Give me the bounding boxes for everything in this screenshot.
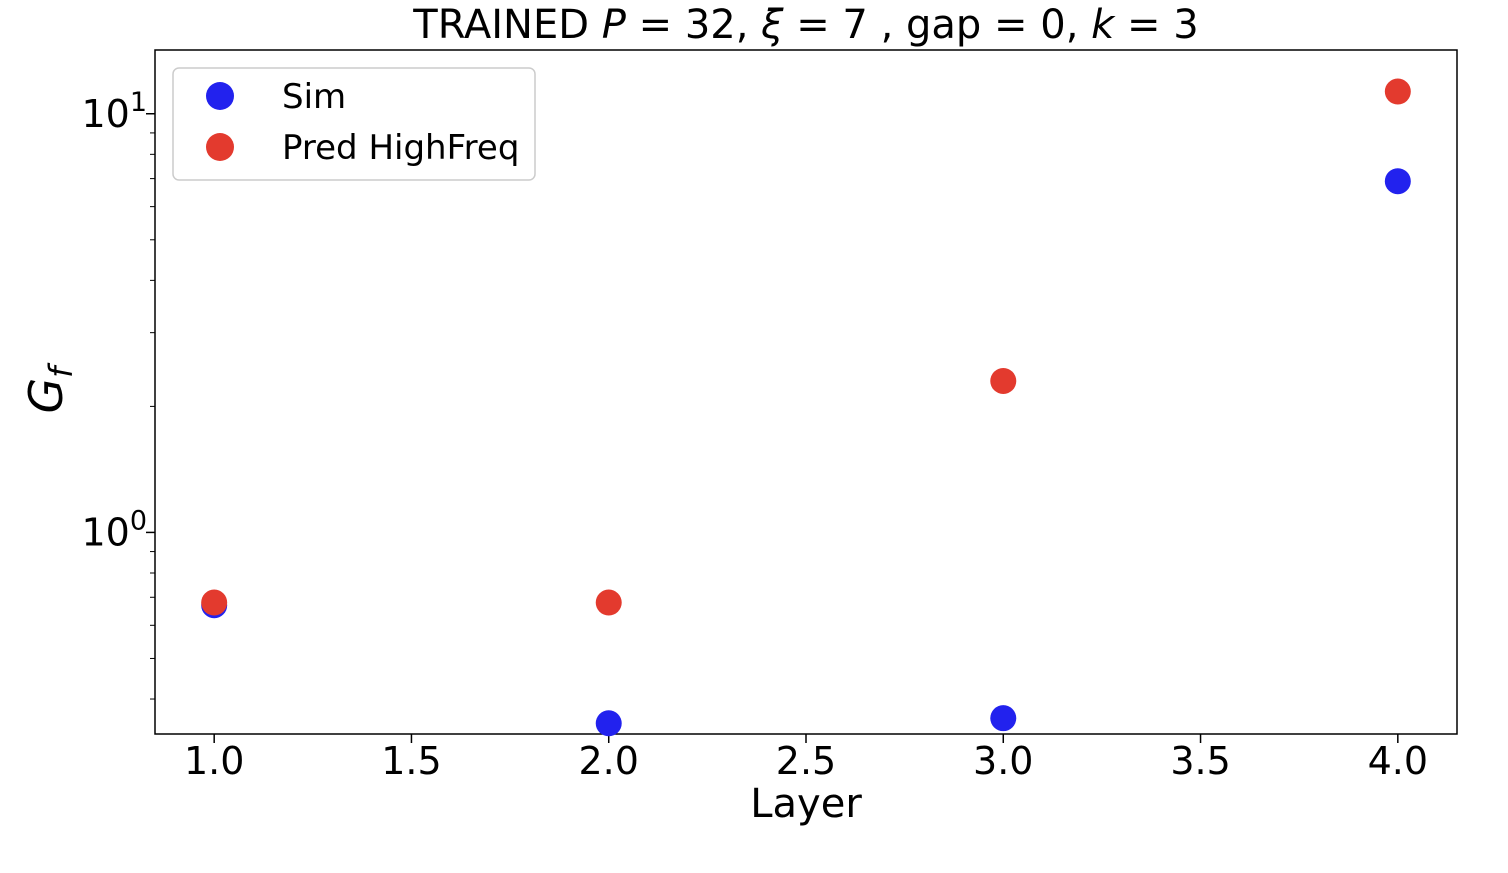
legend-marker-sim — [206, 82, 234, 110]
x-tick-label: 3.0 — [973, 739, 1033, 783]
data-point-pred-highfreq — [201, 589, 228, 616]
legend: Sim Pred HighFreq — [172, 67, 536, 181]
legend-box — [172, 67, 536, 181]
data-point-sim — [1384, 168, 1411, 195]
chart-title: TRAINED P = 32, ξ = 7 , gap = 0, k = 3 — [412, 2, 1198, 48]
data-points — [201, 78, 1411, 737]
x-axis-label: Layer — [750, 781, 862, 827]
data-point-sim — [990, 705, 1017, 732]
data-point-pred-highfreq — [1384, 78, 1411, 105]
x-tick-label: 4.0 — [1368, 739, 1428, 783]
x-tick-label: 1.5 — [381, 739, 441, 783]
y-axis: 100 101 — [81, 87, 155, 700]
x-tick-label: 2.5 — [776, 739, 836, 783]
legend-label-sim: Sim — [282, 77, 346, 117]
y-axis-label: Gf — [19, 362, 80, 414]
y-tick-label: 100 — [81, 505, 147, 554]
x-tick-label: 3.5 — [1170, 739, 1230, 783]
data-point-pred-highfreq — [595, 589, 622, 616]
legend-marker-pred-highfreq — [206, 133, 234, 161]
x-tick-label: 2.0 — [579, 739, 639, 783]
legend-label-pred-highfreq: Pred HighFreq — [282, 128, 519, 168]
data-point-pred-highfreq — [990, 367, 1017, 394]
y-tick-label: 101 — [81, 87, 147, 136]
data-point-sim — [595, 710, 622, 737]
x-tick-label: 1.0 — [184, 739, 244, 783]
x-axis: 1.0 1.5 2.0 2.5 3.0 3.5 4.0 — [184, 734, 1428, 783]
